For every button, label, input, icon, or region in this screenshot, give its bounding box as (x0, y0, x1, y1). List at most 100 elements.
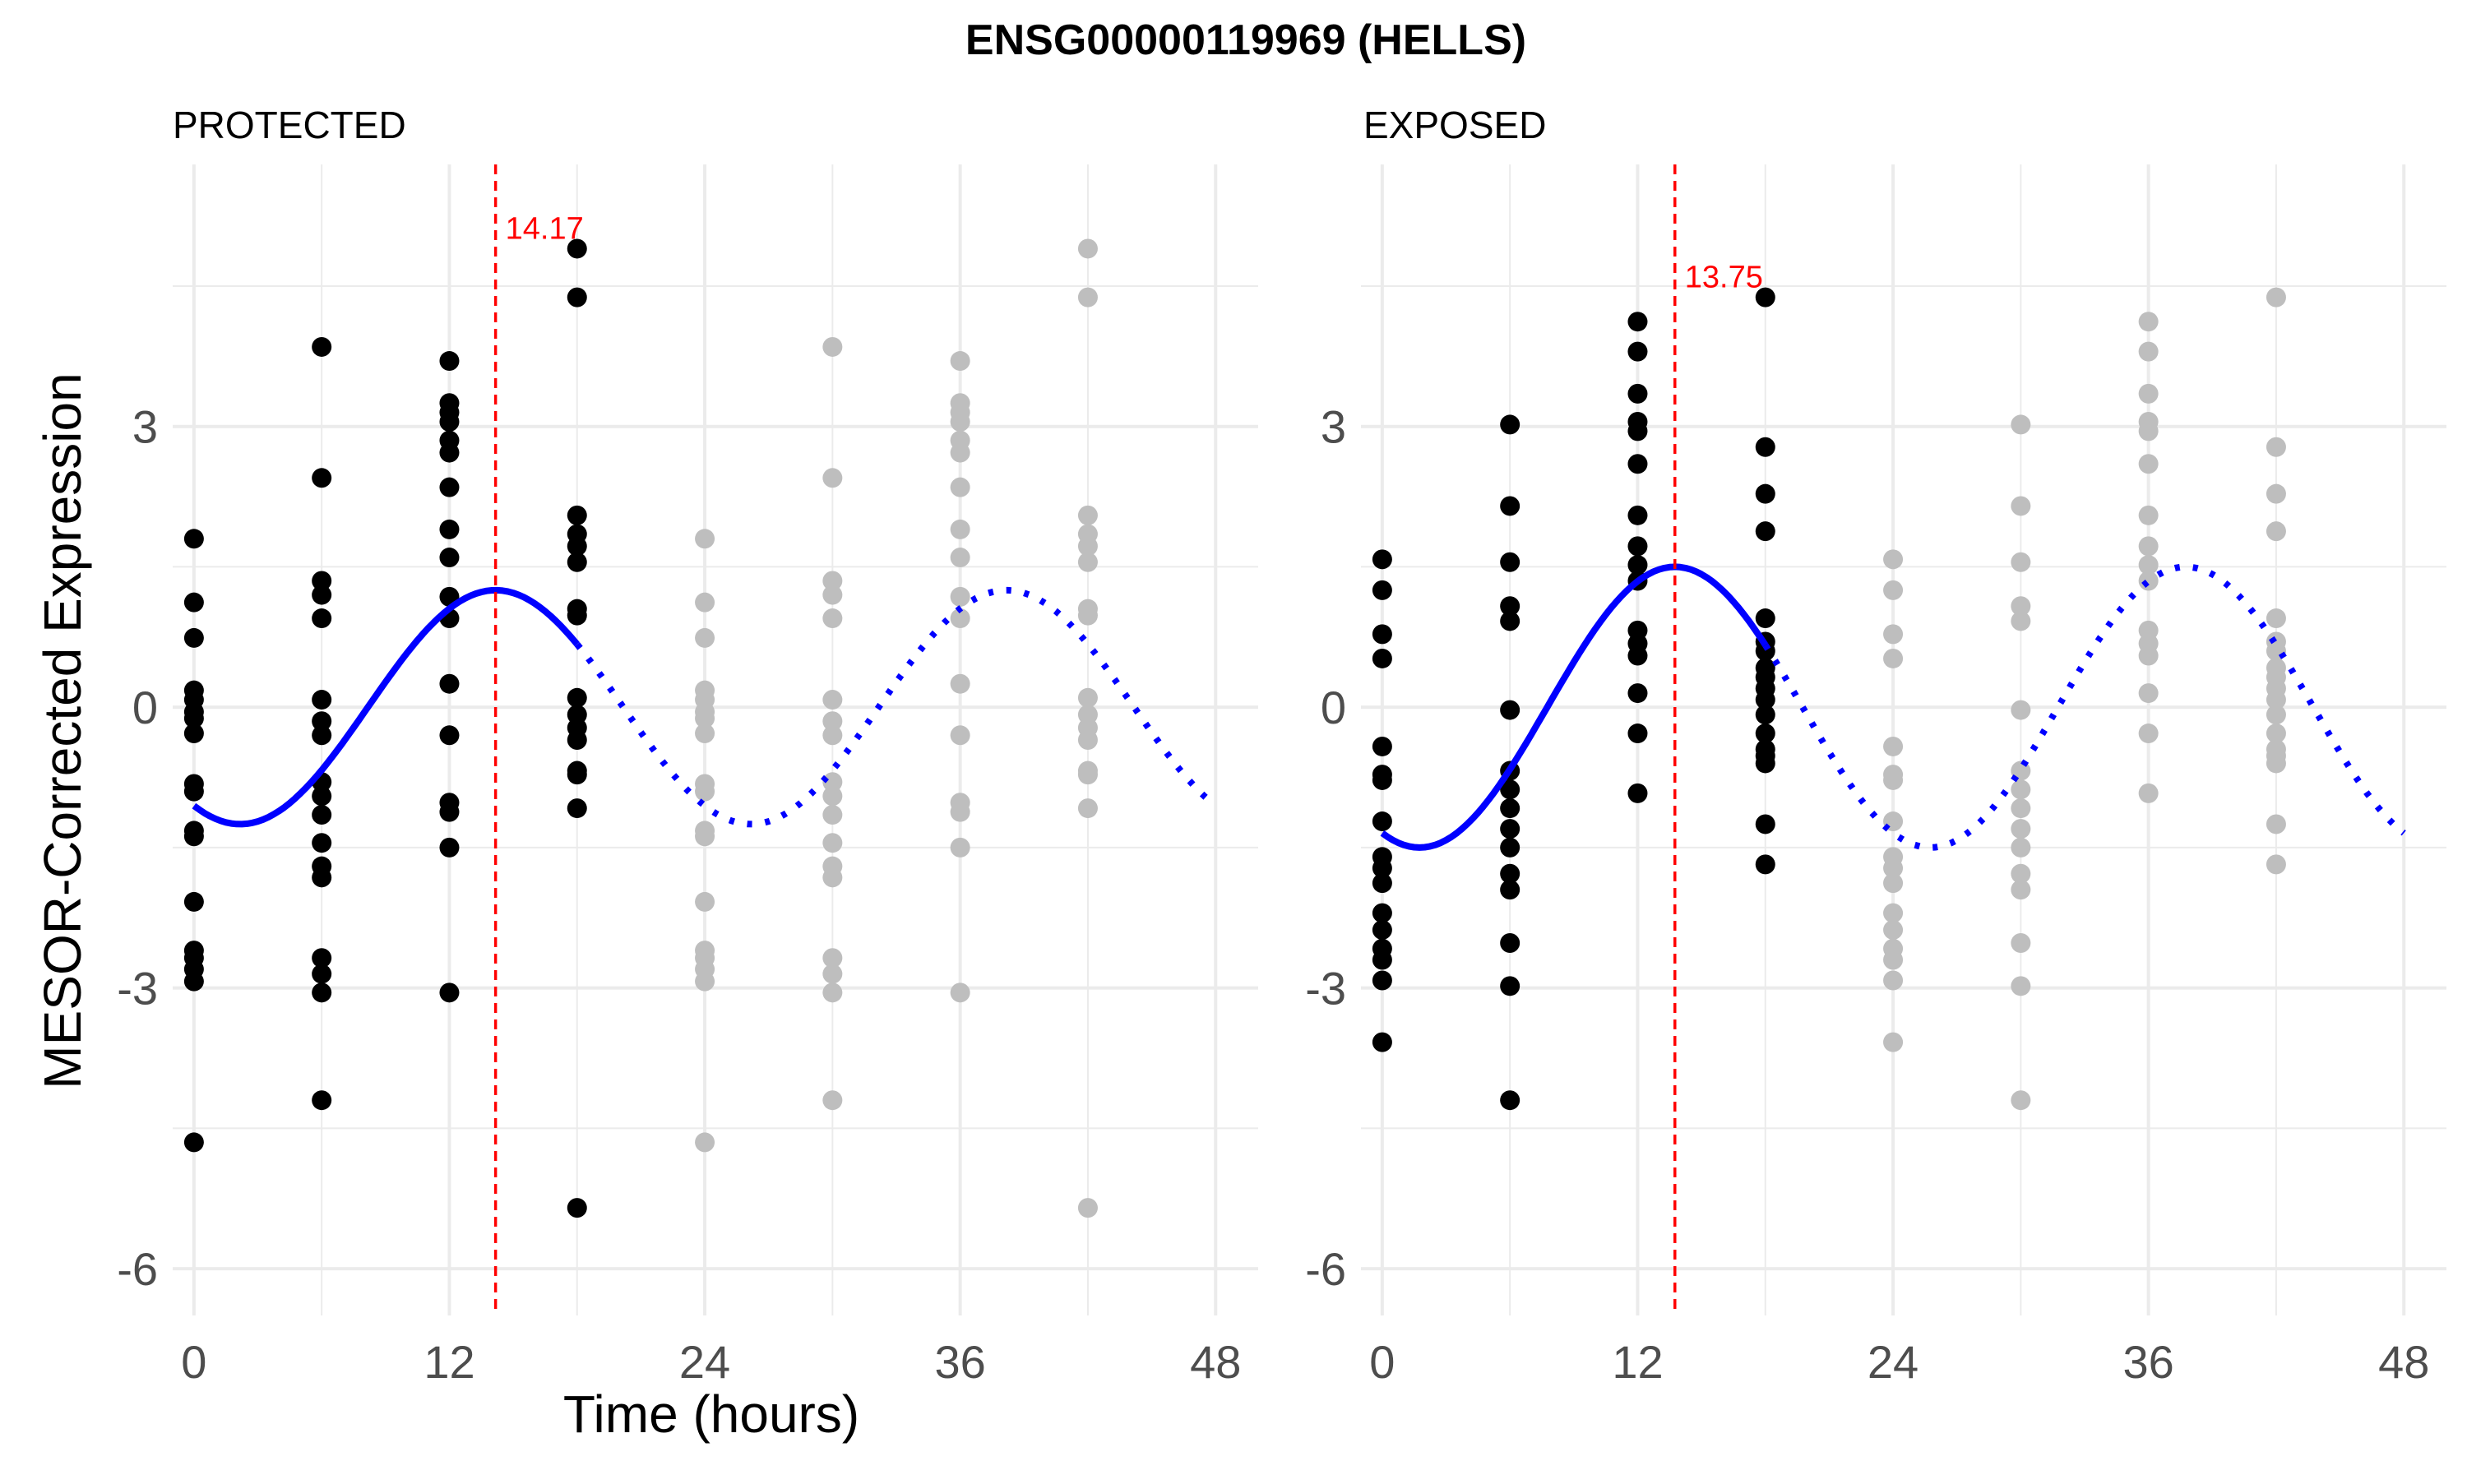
observed-point (1372, 950, 1392, 970)
projected-point (695, 781, 715, 802)
observed-point (183, 971, 204, 992)
observed-point (439, 477, 460, 497)
projected-point (950, 351, 970, 372)
projected-point (2011, 552, 2031, 572)
y-tick-label: 0 (1321, 682, 1346, 733)
observed-point (1627, 505, 1648, 525)
projected-point (950, 477, 970, 497)
observed-point (312, 711, 332, 732)
projected-point (822, 772, 843, 793)
x-tick-label: 0 (1369, 1336, 1395, 1388)
panels: 0 12 24 36 48 -6 -3 0 3 PROTECTED 14.17 0 12 24 36 48 -6… (117, 104, 2446, 1388)
projected-point (950, 673, 970, 694)
y-tick-label: -6 (117, 1243, 158, 1295)
observed-point (1372, 920, 1392, 941)
projected-point (2138, 383, 2159, 404)
projected-point (822, 585, 843, 605)
observed-point (1755, 437, 1775, 457)
projected-point (695, 708, 715, 728)
projected-point (950, 982, 970, 1003)
observed-point (1372, 970, 1392, 991)
projected-point (950, 412, 970, 432)
observed-point (567, 505, 587, 525)
projected-point (2266, 483, 2286, 504)
observed-point (183, 724, 204, 744)
observed-point (312, 1090, 332, 1111)
observed-point (312, 964, 332, 984)
observed-point (1500, 880, 1520, 900)
projected-point (2011, 1090, 2031, 1111)
y-tick-label: 3 (132, 401, 158, 453)
observed-point (1755, 521, 1775, 542)
panel-exposed: 0 12 24 36 48 -6 -3 0 3 EXPOSED 13.75 (1305, 104, 2446, 1388)
observed-point (567, 765, 587, 785)
observed-point (1500, 779, 1520, 800)
observed-point (1500, 596, 1520, 617)
projected-point (2266, 437, 2286, 457)
observed-point (183, 627, 204, 648)
projected-point (1077, 730, 1098, 750)
projected-point (822, 690, 843, 710)
projected-point (2011, 596, 2031, 617)
projected-point (1077, 605, 1098, 626)
observed-point (1372, 858, 1392, 878)
observed-point (312, 571, 332, 591)
observed-point (1372, 580, 1392, 600)
observed-point (1500, 798, 1520, 819)
projected-point (1077, 552, 1098, 572)
observed-point (183, 708, 204, 728)
observed-point (1500, 932, 1520, 953)
observed-point (1755, 483, 1775, 504)
projected-point (695, 529, 715, 549)
observed-point (439, 442, 460, 463)
observed-point (1627, 312, 1648, 332)
projected-point (2138, 683, 2159, 704)
projected-point (2011, 496, 2031, 516)
observed-point (1372, 873, 1392, 894)
projected-point (2266, 287, 2286, 307)
projected-point (1077, 798, 1098, 819)
projected-point (822, 833, 843, 853)
x-tick-label: 48 (2378, 1336, 2429, 1388)
observed-point (1500, 976, 1520, 996)
projected-point (2138, 421, 2159, 442)
observed-point (1500, 611, 1520, 631)
observed-point (312, 585, 332, 605)
y-axis-label: MESOR-Corrected Expression (33, 372, 92, 1089)
projected-point (822, 964, 843, 984)
observed-point (312, 690, 332, 710)
projected-point (950, 837, 970, 858)
projected-point (695, 1132, 715, 1153)
projected-point (950, 442, 970, 463)
observed-point (183, 1132, 204, 1153)
observed-point (1372, 1032, 1392, 1052)
projected-point (2011, 611, 2031, 631)
observed-point (567, 287, 587, 307)
projected-point (822, 786, 843, 807)
observed-point (312, 867, 332, 888)
projected-point (1883, 648, 1904, 668)
figure-title: ENSG00000119969 (HELLS) (965, 16, 1526, 64)
observed-point (1372, 624, 1392, 645)
observed-point (1500, 863, 1520, 884)
y-tick-label: 0 (132, 682, 158, 733)
peak-label: 14.17 (506, 211, 584, 246)
observed-point (312, 608, 332, 629)
observed-point (567, 730, 587, 750)
observed-point (1627, 383, 1648, 404)
observed-point (312, 948, 332, 969)
observed-point (183, 891, 204, 912)
projected-point (1883, 624, 1904, 645)
projected-point (1883, 770, 1904, 790)
projected-point (695, 627, 715, 648)
observed-point (1372, 736, 1392, 756)
observed-point (312, 982, 332, 1003)
projected-point (2138, 555, 2159, 576)
projected-point (2011, 819, 2031, 839)
projected-point (2011, 863, 2031, 884)
observed-point (1627, 421, 1648, 442)
observed-point (567, 1198, 587, 1218)
projected-point (695, 891, 715, 912)
projected-point (1077, 536, 1098, 557)
